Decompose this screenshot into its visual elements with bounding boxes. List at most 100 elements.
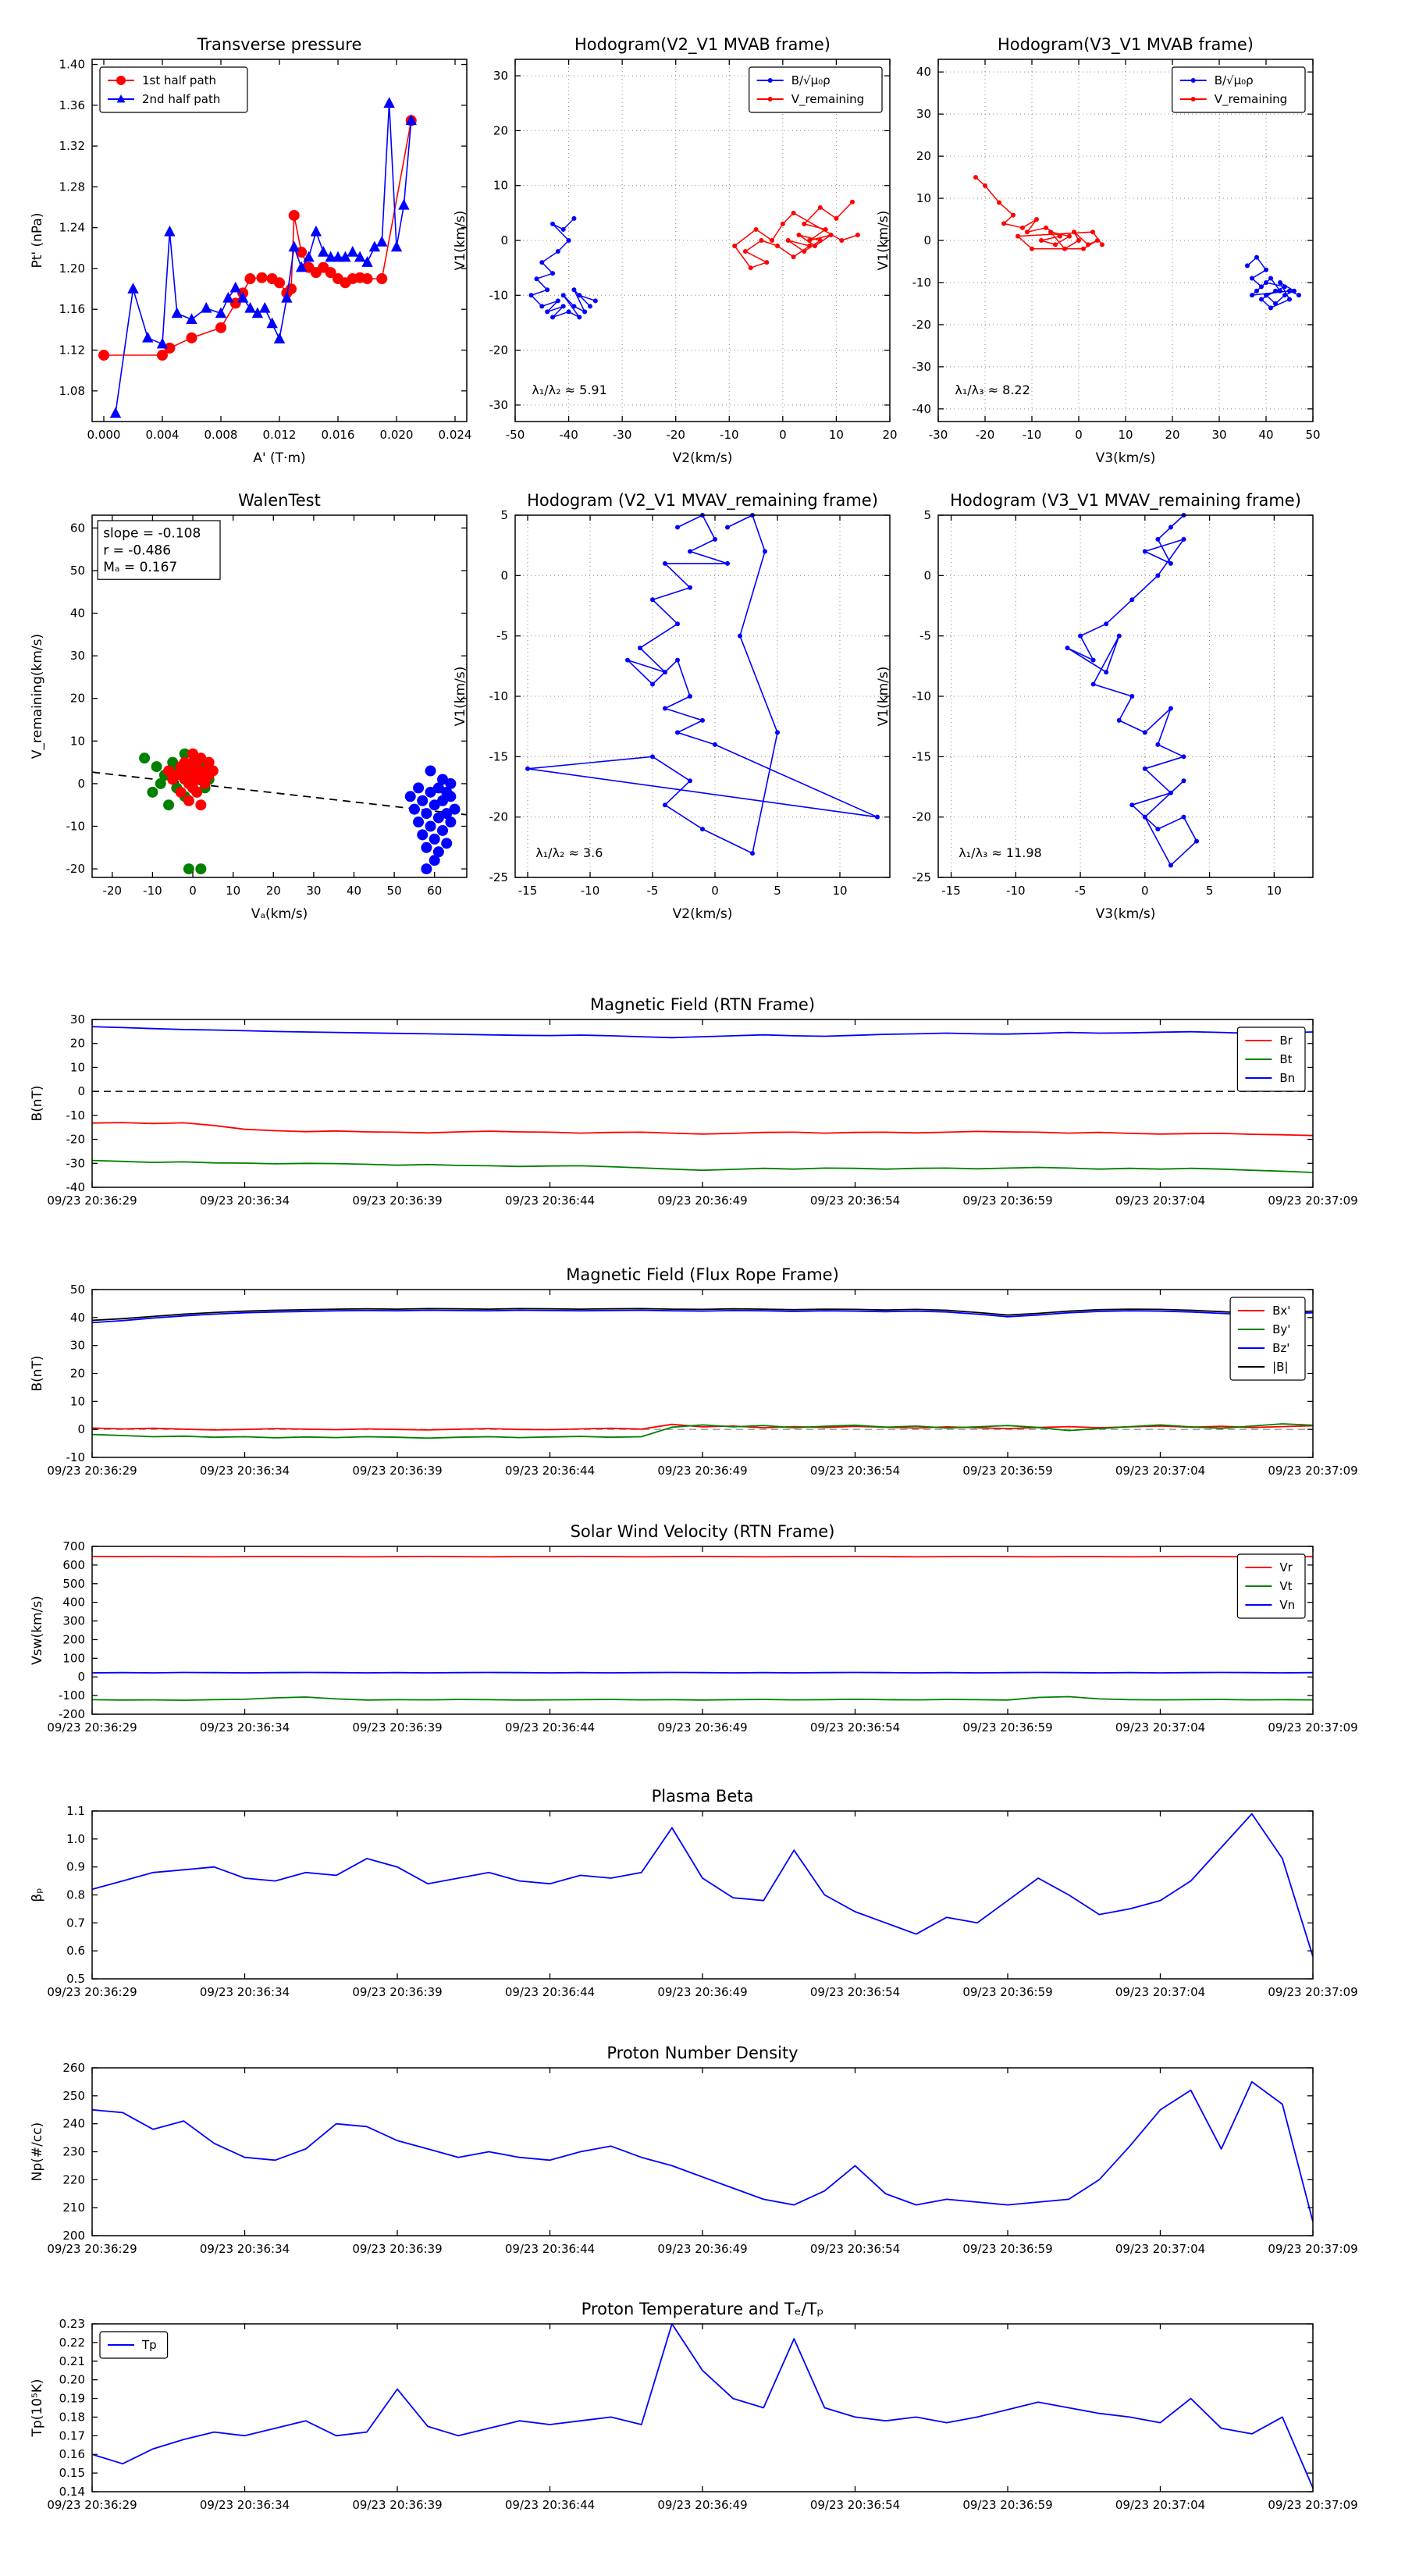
x-tick-label: -30: [613, 428, 632, 442]
y-tick-label: 40: [916, 65, 931, 79]
legend-proton-temperature: Tp: [99, 2331, 169, 2359]
y-tick-label: 50: [70, 1283, 85, 1297]
y-tick-label: 0.23: [59, 2317, 85, 2331]
y-tick-label: 0.7: [66, 1916, 85, 1930]
y-tick-label: 50: [70, 564, 85, 578]
y-tick-label: 30: [916, 107, 931, 121]
x-tick-label: 20: [266, 884, 281, 898]
x-tick-label: 09/23 20:36:34: [200, 1464, 290, 1478]
y-tick-label: -15: [489, 749, 509, 763]
y-tick-label: 0.22: [59, 2336, 85, 2350]
panel-vsw-rtn: 09/23 20:36:29 09/23 20:36:34 09/23 20:36:…: [30, 1522, 1358, 1735]
panel-bfield-fluxrope: 09/23 20:36:29 09/23 20:36:34 09/23 20:36:…: [30, 1265, 1358, 1478]
legend-vsw-rtn: Vr Vt Vn: [1236, 1553, 1306, 1619]
y-tick-label: -10: [912, 276, 932, 290]
x-tick-label: 09/23 20:36:59: [962, 2498, 1052, 2512]
y-tick-label: -100: [59, 1688, 85, 1703]
x-tick-label: 09/23 20:36:39: [352, 1985, 442, 1999]
x-tick-label: 09/23 20:36:29: [47, 1464, 137, 1478]
y-tick-label: -20: [912, 318, 932, 332]
legend-transverse-pressure: 1st half path 2nd half path: [99, 66, 248, 113]
y-tick-label: 100: [62, 1651, 85, 1665]
y-tick-label: 1.20: [59, 262, 85, 276]
legend-hodogram-v2v1-mvab: B/√μ₀ρ V_remaining: [749, 66, 883, 113]
x-tick-label: 09/23 20:37:09: [1268, 1985, 1357, 1999]
x-axis-label: A' (T·m): [253, 450, 305, 466]
legend-label: Vn: [1279, 1598, 1295, 1612]
panel-walen-test: -20 -10 0 10 20 30 40 50 60 -20 -10 0 10 20 30 40 50 60 Wa…: [30, 491, 468, 922]
title-bfield-fluxrope: Magnetic Field (Flux Rope Frame): [566, 1265, 839, 1284]
legend-label: |B|: [1272, 1360, 1288, 1374]
x-tick-label: 09/23 20:36:49: [657, 1464, 747, 1478]
y-tick-label: -10: [66, 819, 86, 833]
title-plasma-beta: Plasma Beta: [652, 1787, 754, 1806]
y-tick-label: 60: [70, 521, 85, 535]
series-Bn: [91, 1026, 1314, 1039]
x-tick-label: 09/23 20:37:09: [1268, 1194, 1357, 1208]
y-tick-label: 40: [70, 607, 85, 621]
x-tick-label: 50: [387, 884, 402, 898]
x-tick-label: 09/23 20:36:44: [505, 1464, 595, 1478]
x-tick-label: 09/23 20:36:54: [810, 2242, 900, 2256]
x-tick-label: 09/23 20:36:59: [962, 1985, 1052, 1999]
title-vsw-rtn: Solar Wind Velocity (RTN Frame): [571, 1522, 835, 1541]
annotation: λ₁/λ₂ ≈ 3.6: [535, 845, 603, 860]
y-tick-label: 220: [62, 2172, 85, 2186]
x-tick-label: 09/23 20:36:34: [200, 2498, 290, 2512]
markers-V_remaining: [732, 199, 860, 271]
y-tick-label: -200: [59, 1707, 85, 1721]
x-axis-label: Vₐ(km/s): [251, 906, 308, 922]
y-tick-label: 20: [70, 1037, 85, 1051]
markers-B/√μ₀ρ: [1245, 254, 1301, 311]
x-tick-label: 09/23 20:36:34: [200, 2242, 290, 2256]
x-axis-label: V3(km/s): [1096, 450, 1156, 466]
markers-B/√μ₀ρ: [528, 215, 598, 320]
y-axis-label: Pt' (nPa): [30, 213, 45, 269]
x-tick-label: -15: [518, 884, 538, 898]
y-axis-label: B(nT): [30, 1085, 45, 1121]
x-tick-label: 09/23 20:36:49: [657, 1720, 747, 1735]
svg-text:slope = -0.108: slope = -0.108: [103, 526, 201, 542]
panel-hodogram-v2v1-mvav: -15 -10 -5 0 5 10 -25 -20 -15 -10 -5 0 5 Hodogram (V2…: [453, 491, 891, 922]
x-tick-label: 09/23 20:36:44: [505, 1194, 595, 1208]
x-tick-label: 09/23 20:37:09: [1268, 1720, 1357, 1735]
x-tick-label: 09/23 20:36:49: [657, 2242, 747, 2256]
y-tick-label: 210: [62, 2201, 85, 2215]
markers-V-path: [525, 513, 880, 856]
series-|B|: [91, 1308, 1314, 1322]
x-tick-label: 0: [1075, 428, 1083, 442]
series-V-path: [527, 514, 878, 854]
x-tick-label: 09/23 20:37:04: [1115, 1194, 1205, 1208]
series-Vt: [91, 1695, 1314, 1702]
y-tick-label: 400: [62, 1596, 85, 1610]
y-tick-label: 0: [77, 777, 85, 791]
y-axis-label: V1(km/s): [453, 211, 468, 271]
x-axis-label: V2(km/s): [673, 450, 733, 466]
y-tick-label: 250: [62, 2089, 85, 2103]
y-tick-label: 0.17: [59, 2428, 85, 2443]
y-tick-label: -5: [919, 629, 931, 643]
y-tick-label: 40: [70, 1311, 85, 1325]
y-tick-label: 5: [500, 508, 508, 522]
y-tick-label: 10: [70, 1394, 85, 1408]
y-tick-label: -10: [489, 288, 509, 302]
y-tick-label: -30: [489, 398, 509, 412]
y-tick-label: -20: [912, 810, 932, 824]
x-tick-label: 30: [306, 884, 321, 898]
panel-bfield-rtn: 09/23 20:36:29 09/23 20:36:34 09/23 20:36:…: [30, 995, 1358, 1208]
y-tick-label: -10: [66, 1108, 86, 1123]
x-tick-label: 09/23 20:37:04: [1115, 1985, 1205, 1999]
x-tick-label: 0: [189, 884, 197, 898]
x-tick-label: -20: [976, 428, 995, 442]
y-tick-label: 10: [916, 191, 931, 205]
markers-1st half path: [98, 115, 417, 361]
y-tick-label: 0: [77, 1670, 85, 1684]
y-tick-label: 260: [62, 2061, 85, 2075]
x-tick-label: 40: [347, 884, 361, 898]
y-tick-label: 20: [70, 692, 85, 706]
x-tick-label: 0.000: [87, 428, 121, 442]
y-tick-label: 0.21: [59, 2354, 85, 2368]
y-tick-label: 0: [923, 233, 931, 247]
x-tick-label: 5: [1206, 884, 1214, 898]
